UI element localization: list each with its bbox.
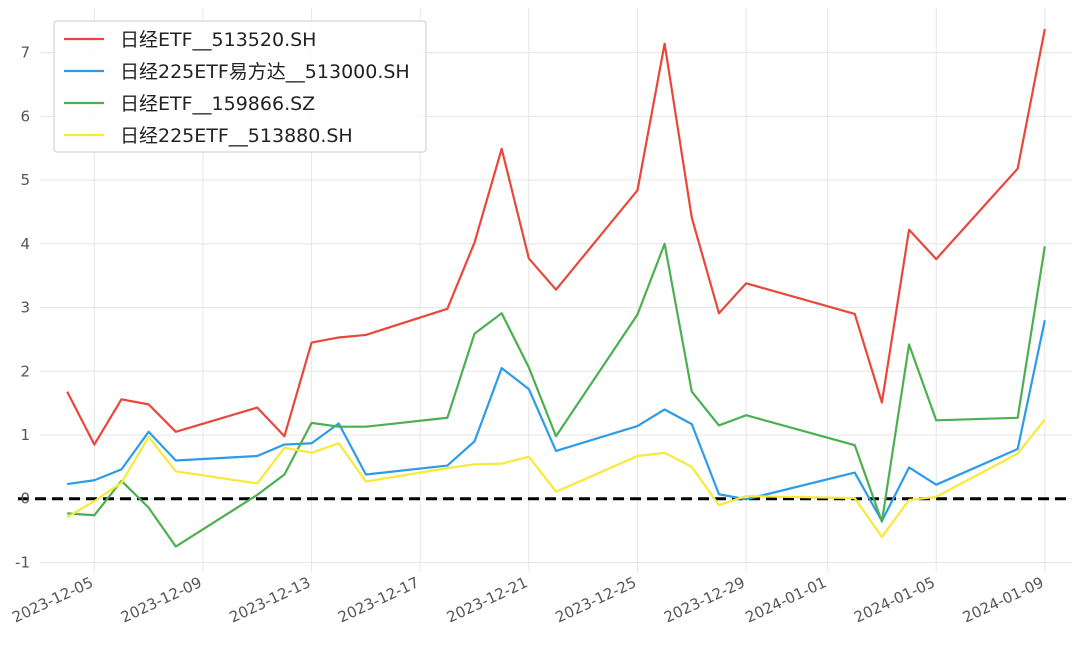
x-tick-label: 2024-01-09 xyxy=(960,573,1047,626)
y-tick-label: 0 xyxy=(20,490,30,508)
series-line-4 xyxy=(66,419,1046,539)
series-line-3 xyxy=(67,242,1046,548)
legend-label-1: 日经ETF__513520.SH xyxy=(120,29,316,51)
y-tick-label: 7 xyxy=(20,44,30,62)
x-tick-label: 2024-01-01 xyxy=(743,573,830,626)
x-tick-label: 2023-12-09 xyxy=(118,573,205,626)
y-axis-tick-labels: -1 0 1 2 3 4 5 6 7 xyxy=(15,44,30,572)
x-tick-label: 2023-12-21 xyxy=(444,573,531,626)
series-lines xyxy=(66,28,1046,548)
y-tick-label: 6 xyxy=(20,107,30,125)
x-tick-label: 2023-12-17 xyxy=(335,573,422,626)
y-tick-label: 4 xyxy=(20,235,30,253)
y-tick-label: 3 xyxy=(20,299,30,317)
x-tick-label: 2023-12-25 xyxy=(553,573,640,626)
x-tick-label: 2024-01-05 xyxy=(851,573,938,626)
x-tick-label: 2023-12-29 xyxy=(661,573,748,626)
y-tick-label: 1 xyxy=(20,426,30,444)
legend: 日经ETF__513520.SH 日经225ETF易方达__513000.SH 日经… xyxy=(53,20,427,153)
legend-label-2: 日经225ETF易方达__513000.SH xyxy=(120,61,410,83)
legend-label-4: 日经225ETF__513880.SH xyxy=(120,125,353,147)
x-tick-label: 2023-12-05 xyxy=(9,573,96,626)
series-line-2 xyxy=(67,320,1046,523)
legend-label-3: 日经ETF__159866.SZ xyxy=(120,93,315,115)
y-tick-label: 5 xyxy=(20,171,30,189)
x-tick-label: 2023-12-13 xyxy=(227,573,314,626)
x-axis-tick-labels: 2023-12-05 2023-12-09 2023-12-13 2023-12-17… xyxy=(9,573,1046,626)
series-line-1 xyxy=(66,28,1046,446)
y-tick-label: 2 xyxy=(20,362,30,380)
legend-box xyxy=(53,20,427,153)
y-tick-label: -1 xyxy=(15,553,30,571)
